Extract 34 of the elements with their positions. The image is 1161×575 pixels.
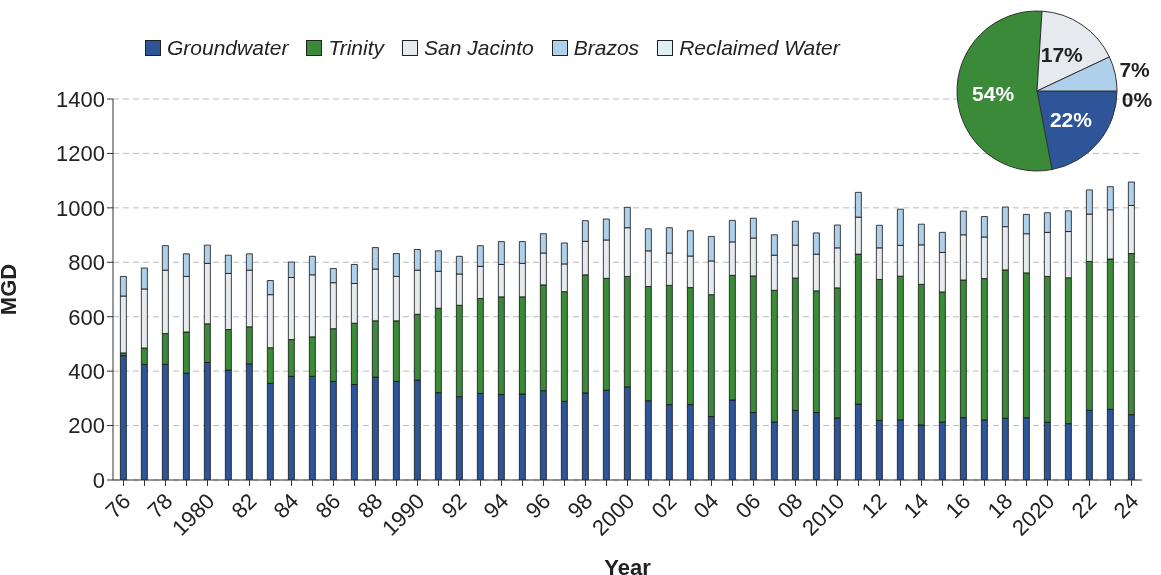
y-tick-label: 600 bbox=[68, 304, 105, 330]
x-axis-title: Year bbox=[604, 555, 652, 575]
x-tick-label: 04 bbox=[688, 488, 724, 524]
x-tick-label: 94 bbox=[478, 488, 514, 524]
legend-label: San Jacinto bbox=[424, 36, 534, 60]
y-tick-label: 200 bbox=[68, 413, 105, 439]
x-tick-label: 06 bbox=[730, 488, 766, 524]
legend-label: Reclaimed Water bbox=[679, 36, 840, 60]
legend-label: Brazos bbox=[573, 36, 640, 60]
y-tick-label: 1000 bbox=[56, 195, 105, 221]
data-label: 7% bbox=[1119, 57, 1151, 81]
x-tick-label: 24 bbox=[1108, 488, 1144, 524]
bar bbox=[119, 355, 127, 480]
legend-label: Groundwater bbox=[167, 36, 289, 60]
text: 0% bbox=[1121, 87, 1153, 111]
y-tick-label: 1400 bbox=[56, 86, 105, 112]
x-tick-label: 16 bbox=[940, 488, 976, 524]
y-tick-label: 800 bbox=[68, 250, 105, 276]
x-tick-label: 12 bbox=[856, 488, 892, 524]
x-tick-label: 92 bbox=[436, 488, 472, 524]
x-tick-label: 96 bbox=[520, 488, 556, 524]
y-tick-label: 400 bbox=[68, 358, 105, 384]
x-tick-label: 84 bbox=[268, 488, 304, 524]
x-tick-label: 82 bbox=[226, 488, 262, 524]
data-label: 17% bbox=[1040, 43, 1084, 67]
x-tick-label: 02 bbox=[646, 488, 682, 524]
x-tick-label: 86 bbox=[310, 488, 346, 524]
y-tick-label: 1200 bbox=[56, 141, 105, 167]
legend-label: Trinity bbox=[328, 36, 385, 60]
data-label: 22% bbox=[1049, 107, 1093, 131]
x-tick-label: 14 bbox=[898, 488, 934, 524]
data-label: 54% bbox=[972, 82, 1015, 106]
x-tick-label: 22 bbox=[1066, 488, 1102, 524]
y-axis-title: MGD bbox=[0, 263, 21, 316]
